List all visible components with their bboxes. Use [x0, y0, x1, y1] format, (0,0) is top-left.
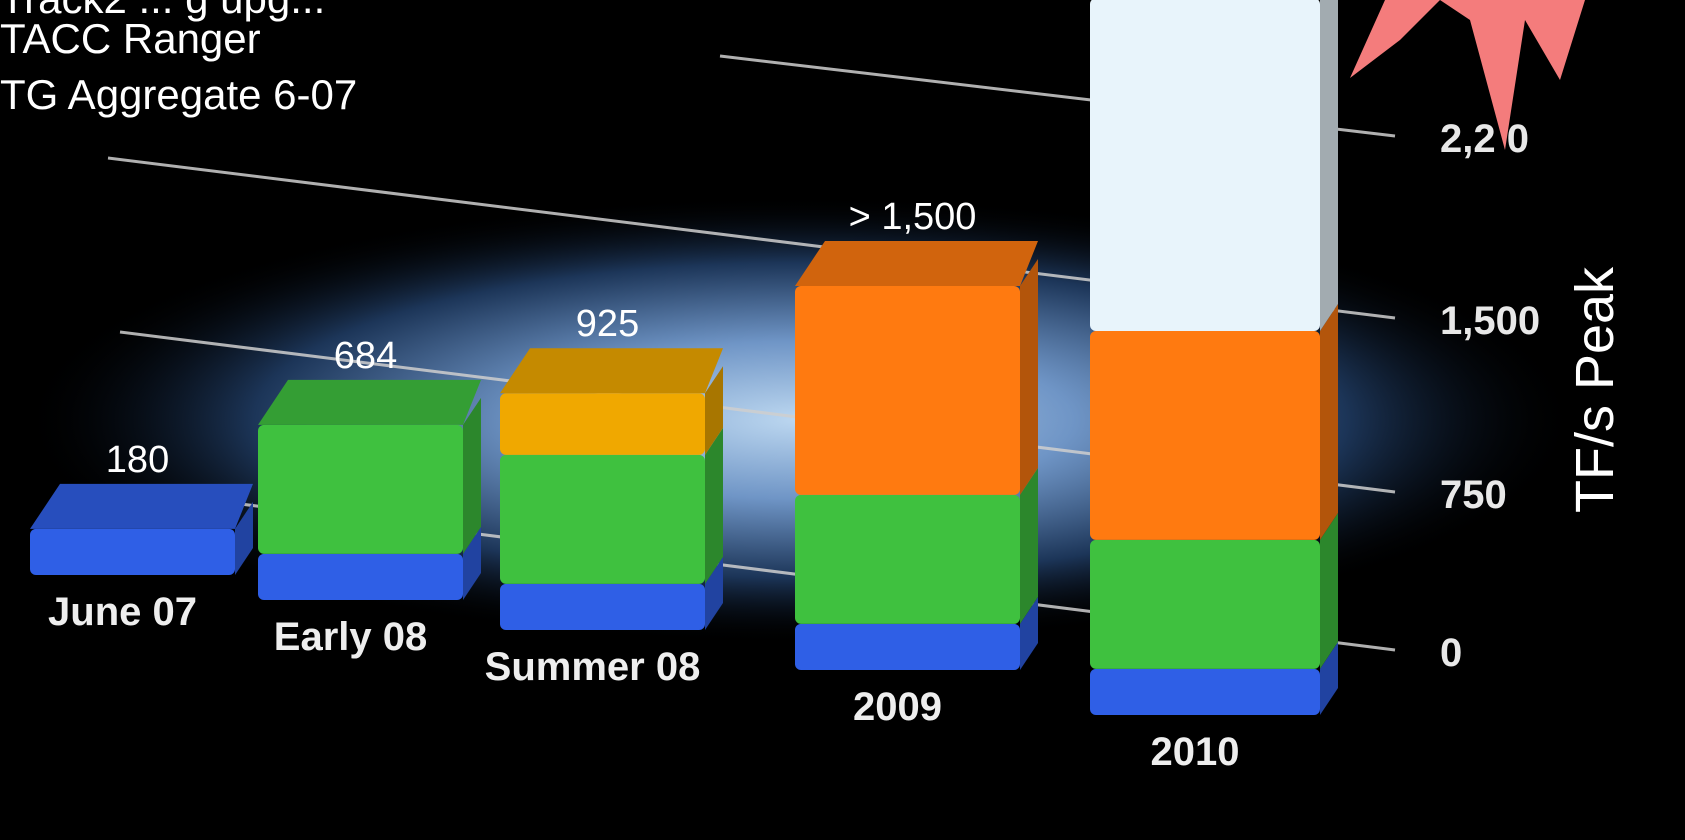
y-tick-label: 2,2 0	[1440, 117, 1529, 161]
bar-stack	[795, 241, 1038, 670]
bar-segment-side	[1320, 0, 1338, 331]
bar-segment-side	[1020, 596, 1038, 670]
bar-segment-side	[1020, 467, 1038, 624]
bar-segment-side	[1320, 641, 1338, 715]
bar-stack	[30, 483, 253, 575]
bar-segment	[258, 424, 463, 554]
bar-segment	[1090, 668, 1320, 715]
bar-top-face	[795, 241, 1038, 286]
bar-segment	[795, 494, 1020, 624]
star-icon	[1350, 0, 1585, 150]
bar-segment-side	[463, 526, 481, 600]
bar-segment-side	[705, 556, 723, 630]
bar-segment-side	[705, 427, 723, 584]
y-axis-label: TF/s Peak	[1565, 266, 1625, 514]
bar-segment-side	[1320, 304, 1338, 540]
bar-segment-side	[1320, 512, 1338, 669]
bar-stack	[258, 379, 481, 600]
bar-segment-side	[1020, 259, 1038, 495]
bar-group	[30, 0, 1338, 715]
y-axis: 0 750 1,500 2,2 0	[1440, 117, 1540, 675]
y-tick-label: 0	[1440, 631, 1462, 675]
bar-top-face	[500, 348, 723, 394]
x-tick-label: June 07	[48, 590, 197, 634]
x-tick-label: Summer 08	[485, 645, 701, 689]
legend-text-line: TG Aggregate 6-07	[0, 71, 358, 118]
bar-stack	[1090, 0, 1338, 715]
data-label: > 1,500	[849, 196, 977, 238]
bar-segment	[795, 286, 1020, 495]
bar-segment	[500, 393, 705, 455]
x-tick-label: 2009	[853, 685, 942, 729]
data-label: 180	[106, 439, 169, 481]
legend-text-line: TACC Ranger	[0, 15, 261, 62]
bar-segment	[1090, 0, 1320, 331]
bar-top-face	[258, 379, 481, 425]
bar-segment	[500, 454, 705, 584]
bar-top-face	[30, 483, 253, 529]
bar-segment	[795, 623, 1020, 670]
bar-segment-side	[235, 501, 253, 575]
data-label: 925	[576, 303, 639, 345]
bar-segment-side	[705, 366, 723, 455]
bar-stack	[500, 348, 723, 630]
x-tick-label: 2010	[1151, 730, 1240, 774]
bar-segment	[258, 553, 463, 600]
bar-segment	[30, 528, 235, 575]
legend-text-line: Track2 ... g upg...	[0, 0, 325, 20]
x-axis: June 07 Early 08 Summer 08 2009 2010	[48, 590, 1239, 774]
bar-segment	[500, 583, 705, 630]
bar-segment	[1090, 331, 1320, 540]
bar-segment	[1090, 539, 1320, 669]
y-tick-label: 750	[1440, 473, 1507, 517]
data-label: 684	[334, 335, 397, 377]
bar-segment-side	[463, 397, 481, 554]
y-tick-label: 1,500	[1440, 299, 1540, 343]
x-tick-label: Early 08	[274, 615, 427, 659]
